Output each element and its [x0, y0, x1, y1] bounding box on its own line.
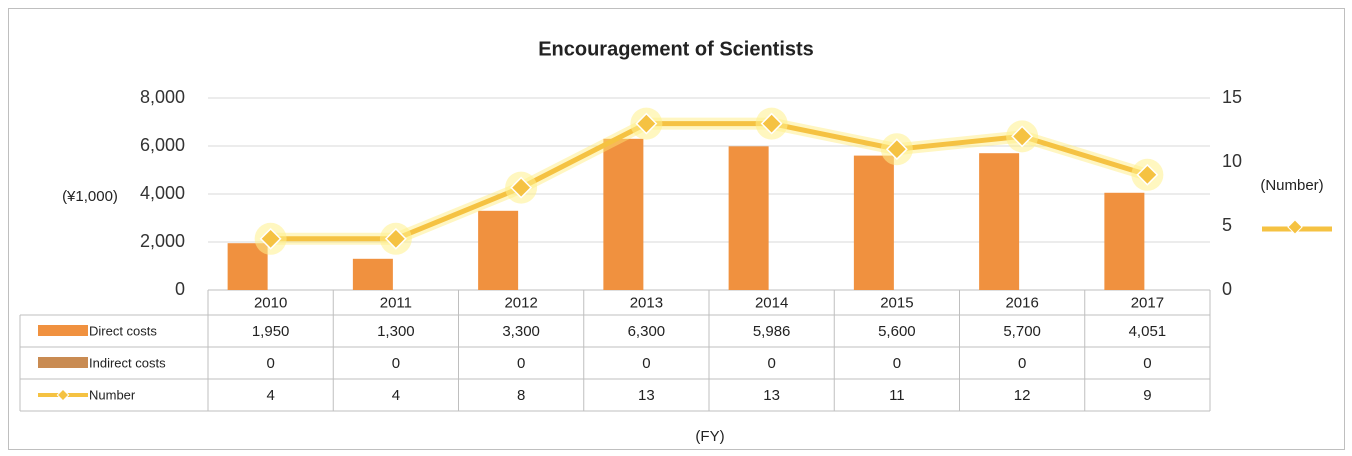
table-value: 8	[517, 387, 525, 404]
bar	[728, 146, 769, 290]
y-axis-label: (¥1,000)	[62, 188, 118, 205]
table-value: 0	[642, 355, 650, 372]
bar	[1104, 192, 1145, 290]
legend-marker	[1287, 219, 1303, 235]
y2-tick-label: 0	[1222, 279, 1232, 299]
x-tick-label: 2013	[630, 294, 663, 311]
table-value: 1,950	[252, 323, 290, 340]
marker	[885, 138, 908, 161]
table-value: 6,300	[628, 323, 666, 340]
y-tick-label: 0	[175, 279, 185, 299]
marker	[384, 227, 407, 250]
legend-label: Number	[89, 387, 136, 402]
y2-axis-label: (Number)	[1260, 177, 1323, 194]
x-tick-label: 2015	[880, 294, 913, 311]
legend-label: Direct costs	[89, 323, 157, 338]
table-value: 5,986	[753, 323, 791, 340]
table-value: 0	[517, 355, 525, 372]
table-value: 4,051	[1129, 323, 1167, 340]
y-tick-label: 6,000	[140, 135, 185, 155]
table-value: 0	[893, 355, 901, 372]
x-tick-label: 2014	[755, 294, 788, 311]
table-value: 13	[763, 387, 780, 404]
marker	[510, 176, 533, 199]
y-tick-label: 2,000	[140, 231, 185, 251]
table-value: 0	[1143, 355, 1151, 372]
x-tick-label: 2017	[1131, 294, 1164, 311]
y-tick-label: 4,000	[140, 183, 185, 203]
y2-tick-label: 5	[1222, 215, 1232, 235]
table-value: 0	[392, 355, 400, 372]
table-value: 1,300	[377, 323, 415, 340]
y2-tick-label: 15	[1222, 87, 1242, 107]
legend-marker	[56, 388, 70, 402]
bar	[853, 155, 894, 290]
legend-label: Indirect costs	[89, 355, 166, 370]
table-value: 9	[1143, 387, 1151, 404]
table-value: 3,300	[502, 323, 540, 340]
marker	[760, 112, 783, 135]
y2-tick-label: 10	[1222, 151, 1242, 171]
y2-legend-key	[1262, 219, 1332, 235]
bar	[478, 210, 519, 290]
table-value: 4	[266, 387, 274, 404]
table-value: 0	[266, 355, 274, 372]
table-value: 11	[889, 387, 905, 404]
marker	[635, 112, 658, 135]
table-value: 13	[638, 387, 655, 404]
table-value: 5,600	[878, 323, 916, 340]
table-value: 4	[392, 387, 400, 404]
line	[270, 121, 1149, 242]
x-tick-label: 2011	[380, 294, 412, 311]
bar	[979, 153, 1020, 290]
legend-swatch	[38, 357, 88, 368]
chart-title: Encouragement of Scientists	[538, 38, 814, 60]
marker	[1011, 125, 1034, 148]
x-axis-label: (FY)	[695, 428, 724, 445]
legend-swatch	[38, 325, 88, 336]
x-tick-label: 2010	[254, 294, 287, 311]
table-value: 5,700	[1003, 323, 1041, 340]
x-tick-label: 2012	[504, 294, 537, 311]
y-tick-label: 8,000	[140, 87, 185, 107]
table-value: 12	[1014, 387, 1031, 404]
table-value: 0	[767, 355, 775, 372]
bar	[352, 258, 393, 290]
table-value: 0	[1018, 355, 1026, 372]
x-tick-label: 2016	[1005, 294, 1038, 311]
marker	[1136, 163, 1159, 186]
marker	[259, 227, 282, 250]
bar	[603, 138, 644, 290]
